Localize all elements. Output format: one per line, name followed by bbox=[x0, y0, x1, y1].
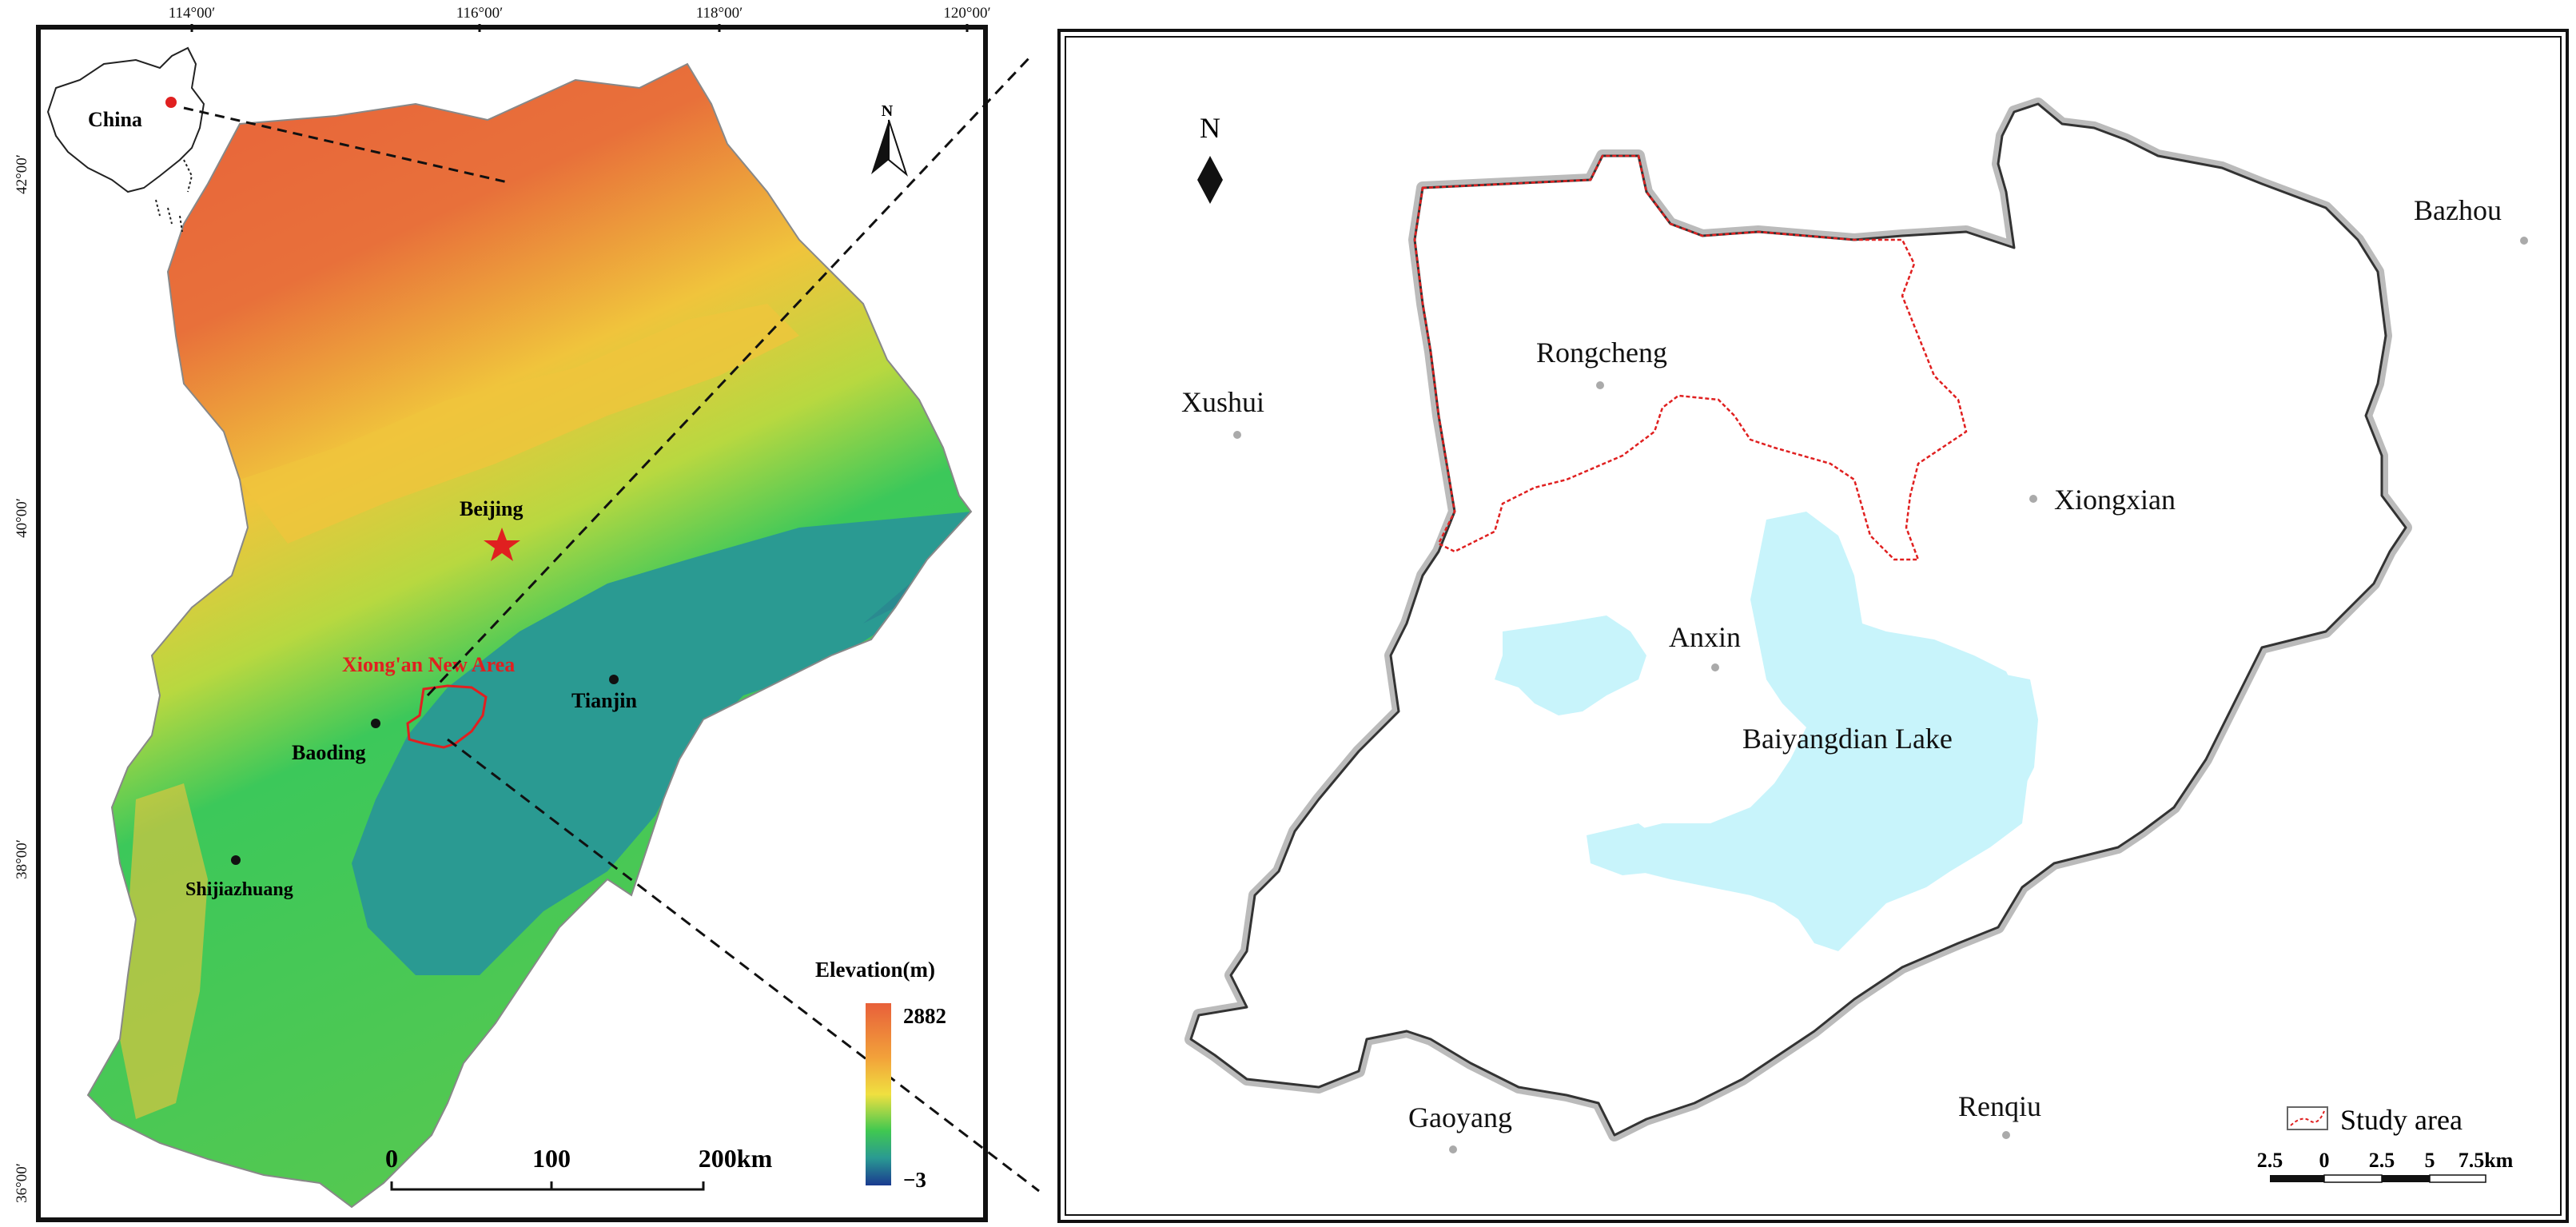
right-map-frame-inner bbox=[1065, 36, 2562, 1216]
beijing-location-marker bbox=[165, 97, 177, 108]
xiongxian-dot bbox=[2029, 495, 2037, 503]
china-inset: China bbox=[46, 46, 205, 233]
beijing-star-icon bbox=[484, 528, 520, 561]
place-xiongxian-label: Xiongxian bbox=[2054, 484, 2176, 516]
inset-connector-line bbox=[183, 106, 508, 184]
inset-label: China bbox=[88, 108, 142, 131]
scale-right-2-5: 2.5 bbox=[2369, 1149, 2395, 1172]
lon-label-116: 116°00′ bbox=[456, 5, 504, 22]
legend-label: Study area bbox=[2340, 1104, 2463, 1136]
north-label-left: N bbox=[882, 102, 894, 120]
xiongan-outline-left bbox=[406, 684, 488, 749]
lon-label-120: 120°00′ bbox=[943, 5, 990, 22]
place-labels: Bazhou Rongcheng Xushui Xiongxian Anxin … bbox=[1181, 194, 2528, 1153]
shijiazhuang-dot bbox=[231, 855, 241, 865]
place-gaoyang-label: Gaoyang bbox=[1408, 1102, 1512, 1133]
scalebar-left: 0 100 200km bbox=[385, 1144, 773, 1191]
city-beijing-label: Beijing bbox=[460, 497, 523, 520]
north-arrow-right: N bbox=[1197, 112, 1223, 204]
rongcheng-boundary bbox=[1413, 154, 1968, 561]
scale-right-0: 0 bbox=[2319, 1149, 2330, 1172]
lat-label-36: 36°00′ bbox=[14, 1163, 30, 1203]
city-shijiazhuang-label: Shijiazhuang bbox=[185, 879, 293, 900]
lon-label-118: 118°00′ bbox=[696, 5, 743, 22]
elevation-min-label: −3 bbox=[903, 1168, 926, 1192]
legend-swatch bbox=[2287, 1106, 2328, 1130]
rongcheng-dot bbox=[1596, 381, 1604, 389]
gaoyang-dot bbox=[1449, 1145, 1457, 1153]
zoom-line-bottom bbox=[447, 738, 1040, 1193]
city-tianjin-label: Tianjin bbox=[571, 689, 637, 712]
place-renqiu-label: Renqiu bbox=[1958, 1090, 2041, 1122]
place-bazhou-label: Bazhou bbox=[2414, 194, 2502, 226]
place-baiyangdian-label: Baiyangdian Lake bbox=[1742, 723, 1953, 755]
scale-left-0: 0 bbox=[385, 1144, 398, 1173]
place-anxin-label: Anxin bbox=[1669, 621, 1741, 653]
scale-right-neg2-5: 2.5 bbox=[2257, 1149, 2283, 1172]
longitude-ticks bbox=[190, 24, 969, 32]
place-xushui-label: Xushui bbox=[1181, 386, 1264, 418]
baoding-dot bbox=[371, 719, 380, 728]
scale-right-5: 5 bbox=[2425, 1149, 2435, 1172]
scale-left-100: 100 bbox=[532, 1144, 571, 1173]
tianjin-dot bbox=[609, 675, 619, 684]
anxin-dot bbox=[1711, 663, 1719, 671]
latitude-labels: 42°00′ 40°00′ 38°00′ 36°00′ bbox=[14, 154, 30, 1203]
city-labels: Beijing Tianjin Baoding Shijiazhuang bbox=[185, 497, 637, 900]
lat-label-42: 42°00′ bbox=[14, 154, 30, 194]
north-arrow-left: N bbox=[871, 102, 908, 177]
study-area-legend: Study area bbox=[2287, 1104, 2463, 1136]
scalebar-right: 2.5 0 2.5 5 7.5km bbox=[2257, 1149, 2514, 1183]
bazhou-dot bbox=[2520, 237, 2528, 245]
renqiu-dot bbox=[2002, 1131, 2010, 1139]
lat-label-38: 38°00′ bbox=[14, 839, 30, 879]
elevation-color-ramp bbox=[866, 1003, 891, 1185]
lon-label-114: 114°00′ bbox=[169, 5, 216, 22]
xiongan-label: Xiong'an New Area bbox=[342, 653, 515, 676]
scale-left-200: 200km bbox=[699, 1144, 773, 1173]
north-label-right: N bbox=[1200, 112, 1220, 144]
longitude-labels: 114°00′ 116°00′ 118°00′ 120°00′ bbox=[169, 5, 991, 22]
city-baoding-label: Baoding bbox=[292, 741, 366, 764]
lat-label-40: 40°00′ bbox=[14, 498, 30, 538]
baiyangdian-lake bbox=[1495, 512, 2038, 951]
xushui-dot bbox=[1233, 431, 1241, 439]
scale-right-7-5km: 7.5km bbox=[2459, 1149, 2514, 1172]
elevation-legend-title: Elevation(m) bbox=[815, 958, 935, 982]
elevation-legend: Elevation(m) 2882 −3 bbox=[815, 958, 946, 1192]
place-rongcheng-label: Rongcheng bbox=[1536, 337, 1667, 368]
elevation-max-label: 2882 bbox=[903, 1004, 946, 1028]
